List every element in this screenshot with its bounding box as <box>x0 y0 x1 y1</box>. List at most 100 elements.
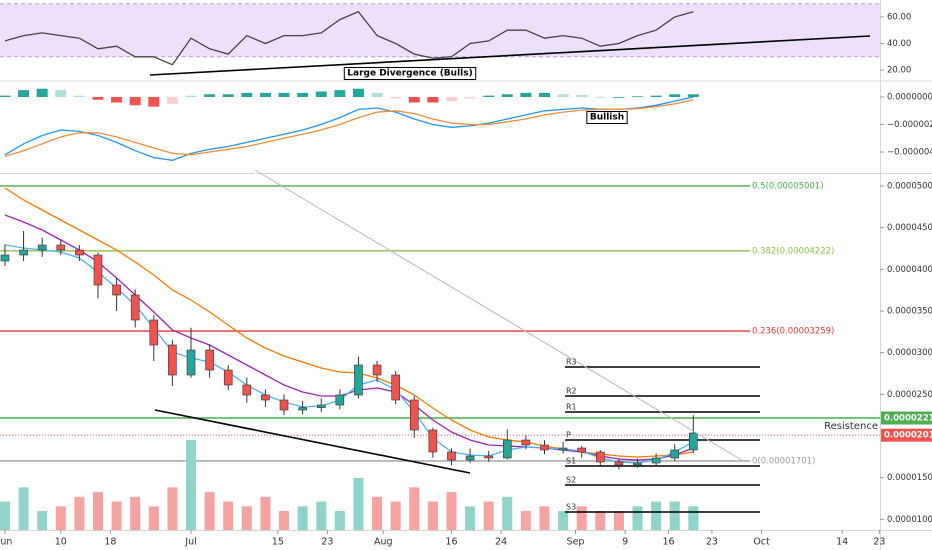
histogram-bar <box>297 92 309 97</box>
candle-body <box>37 244 47 251</box>
volume-bar <box>465 506 476 530</box>
volume-bar <box>576 506 587 530</box>
x-tick-label: 14 <box>836 537 848 548</box>
x-tick-label: 18 <box>104 537 116 548</box>
volume-bar <box>279 511 290 530</box>
price-label: 0.00002010 <box>884 431 932 441</box>
histogram-bar <box>185 95 197 97</box>
histogram-bar <box>334 90 346 97</box>
candle-body <box>19 249 28 256</box>
candle-body <box>409 399 419 431</box>
candle-body <box>577 447 587 453</box>
macd-line <box>4 99 694 157</box>
histogram-bar <box>520 92 532 97</box>
x-tick-label: 23 <box>706 537 718 548</box>
histogram-bar <box>111 97 123 103</box>
x-tick-label: Jul <box>184 537 196 548</box>
fib-label: 0.236(0.00003259) <box>752 327 834 337</box>
histogram-bar <box>18 90 30 97</box>
histogram-bar <box>464 97 476 99</box>
volume-bar <box>92 492 103 530</box>
volume-bar <box>37 511 48 530</box>
candle-body <box>391 374 400 401</box>
trend-line <box>154 409 471 474</box>
candle-body <box>112 284 121 296</box>
volume-bar <box>204 492 215 530</box>
candle-body <box>465 455 475 461</box>
moving-average <box>4 244 694 464</box>
volume-bar <box>390 501 401 530</box>
x-tick-label: Aug <box>374 537 393 548</box>
volume-bar <box>632 506 643 530</box>
candle-body <box>205 349 214 371</box>
fib-label: 0.5(0.00005001) <box>752 181 824 191</box>
histogram-bar <box>669 94 681 97</box>
volume-bar <box>558 511 569 530</box>
y-tick-label: 0.00000000 <box>887 93 932 103</box>
volume-bar <box>223 501 234 530</box>
candle-body <box>428 429 438 453</box>
histogram-bar <box>483 95 495 97</box>
volume-bar <box>148 506 159 530</box>
candle-body <box>223 369 233 386</box>
candle-body <box>633 462 642 466</box>
annotation-label: Large Divergence (Bulls) <box>347 69 472 79</box>
histogram-bar <box>92 97 104 100</box>
macd-line <box>4 96 694 161</box>
candle-body <box>242 384 252 396</box>
x-tick-label: 15 <box>272 537 284 548</box>
candle-body <box>502 439 512 459</box>
x-tick-label: 23 <box>873 537 885 548</box>
divergence-line <box>149 35 871 76</box>
histogram-bar <box>650 95 662 97</box>
y-tick-label: 60.00 <box>887 12 911 22</box>
candle-body <box>316 404 326 408</box>
price-label: 0.00002216 <box>884 414 932 424</box>
y-tick-label: 40.00 <box>887 39 911 49</box>
y-tick-label: −0.00000400 <box>887 148 932 158</box>
histogram-bar <box>390 97 402 99</box>
candle-body <box>149 319 159 346</box>
histogram-bar <box>538 92 550 97</box>
histogram-bar <box>557 94 569 97</box>
pivot-label: S1 <box>566 457 576 466</box>
pivot-label: R1 <box>566 403 577 412</box>
candle-body <box>540 444 549 451</box>
candle-body <box>447 451 456 461</box>
histogram-bar <box>576 94 588 97</box>
histogram-bar <box>501 94 513 97</box>
histogram-bar <box>371 92 383 97</box>
volume-bar <box>669 501 680 530</box>
candle-body <box>484 455 493 459</box>
moving-average <box>4 187 694 458</box>
pivot-label: P <box>566 431 571 440</box>
rsi-panel: 60.00 40.00 20.00 <box>0 3 911 76</box>
candle-body <box>354 364 363 396</box>
annotations: Large Divergence (Bulls) Bullish <box>343 67 628 124</box>
volume-bar <box>316 501 327 530</box>
annotation-box <box>586 111 628 124</box>
moving-average <box>4 214 694 461</box>
volume-bar <box>55 506 66 530</box>
trend-line <box>254 169 746 463</box>
macd-panel: 0.00000000 −0.00000200 −0.00000400 <box>0 88 932 161</box>
volume-bar <box>483 501 494 530</box>
volume-bar <box>297 506 308 530</box>
y-tick-label: 20.00 <box>887 66 911 76</box>
x-tick-label: Jun <box>0 537 12 548</box>
candle-body <box>186 349 196 376</box>
volume-bar <box>111 501 122 530</box>
histogram-bar <box>315 91 327 97</box>
x-tick-label: 23 <box>321 537 333 548</box>
candle-body <box>56 244 66 251</box>
histogram-bar <box>73 95 85 97</box>
candle-body <box>93 254 103 286</box>
pivot-label: R2 <box>566 387 577 396</box>
